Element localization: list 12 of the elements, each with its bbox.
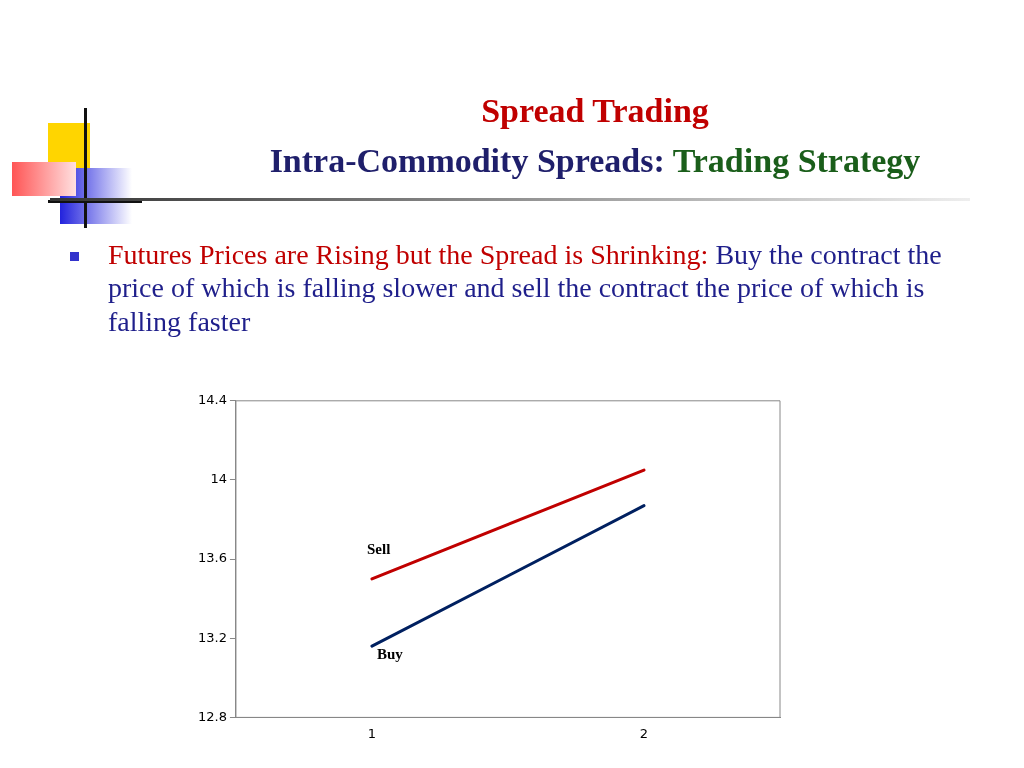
x-tick-label: 2 <box>639 725 649 741</box>
y-tick-label: 14.4 <box>197 392 227 408</box>
text: Futures Prices are Rising but the Spread is Shrinking: Buy the contract the price of which is falling slower and sell the contract the price of which is falling faster <box>108 238 943 338</box>
chart-subtitle: Intra-Commodity Spreads: Trading Strategy <box>268 142 922 180</box>
y-tick-label: 13.2 <box>197 629 227 645</box>
series-label: Sell <box>366 540 391 557</box>
x-tick-label: 1 <box>367 725 377 741</box>
y-tick-label: 12.8 <box>197 708 227 724</box>
series-label: Buy <box>376 646 404 663</box>
y-tick-label: 13.6 <box>197 550 227 566</box>
chart-title: Spread Trading <box>480 92 710 130</box>
y-tick-label: 14 <box>210 471 227 487</box>
